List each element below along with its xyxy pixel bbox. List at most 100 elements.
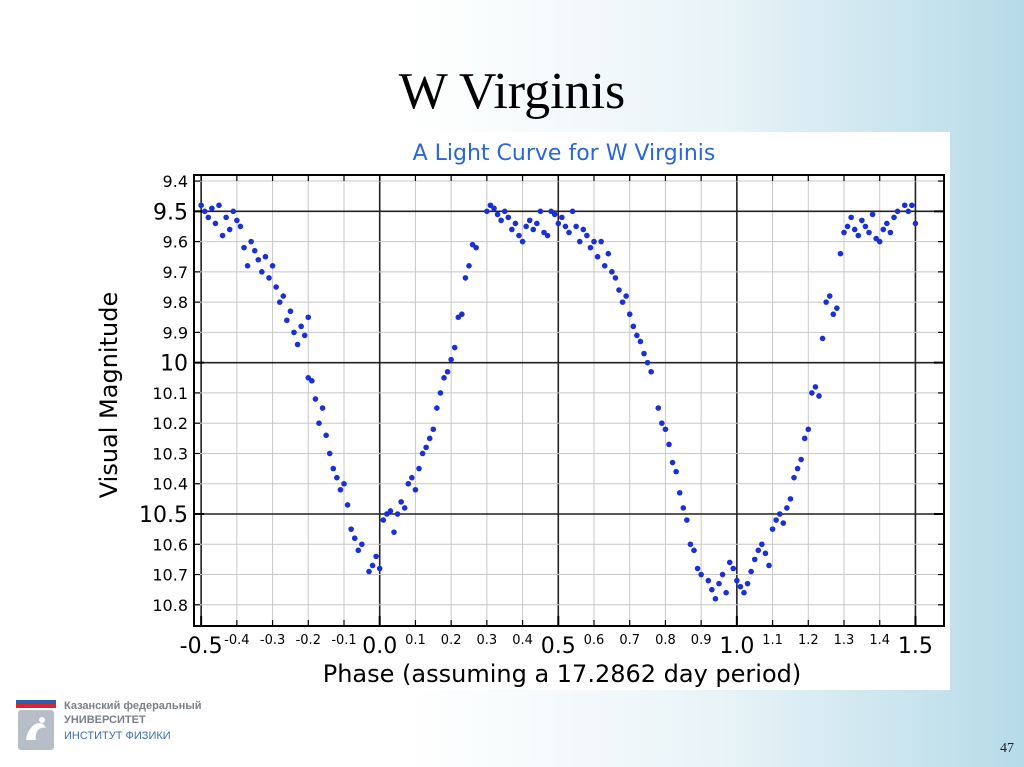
data-point	[401, 505, 408, 511]
data-point	[698, 571, 704, 578]
data-point	[266, 275, 272, 281]
data-point	[844, 223, 851, 230]
data-point	[280, 293, 287, 299]
data-point	[444, 368, 451, 375]
data-point	[855, 232, 862, 239]
y-tick-label: 10.1	[152, 384, 188, 403]
data-point	[244, 263, 251, 269]
data-point	[223, 214, 229, 221]
data-point	[398, 499, 404, 505]
data-point	[712, 595, 719, 602]
data-point	[248, 238, 254, 245]
data-point	[876, 238, 883, 245]
data-point	[269, 263, 276, 269]
data-point	[894, 208, 901, 215]
data-point	[798, 456, 804, 463]
data-point	[680, 505, 687, 511]
data-point	[416, 465, 422, 472]
data-point	[809, 390, 815, 396]
data-point	[719, 571, 726, 578]
data-point	[387, 508, 394, 514]
data-point	[805, 426, 812, 433]
data-point	[366, 568, 372, 575]
data-point	[241, 244, 247, 251]
data-point	[230, 208, 237, 215]
data-point	[573, 223, 579, 230]
data-point	[473, 244, 479, 251]
data-point	[355, 547, 362, 554]
data-point	[459, 311, 465, 318]
data-point	[662, 426, 669, 433]
y-major-tick-label: 9.5	[153, 200, 188, 225]
data-point	[551, 211, 558, 218]
data-point	[380, 517, 387, 523]
data-point	[534, 220, 540, 227]
data-point	[412, 486, 419, 493]
data-point	[848, 214, 854, 221]
data-point	[709, 586, 715, 593]
y-tick-label: 9.9	[163, 323, 188, 342]
data-point	[423, 444, 429, 451]
x-tick-label: 0.8	[655, 633, 676, 648]
data-point	[512, 220, 519, 227]
data-point	[901, 202, 908, 209]
data-point	[691, 547, 697, 554]
chart-title: A Light Curve for W Virginis	[413, 141, 716, 166]
data-point	[419, 450, 426, 457]
data-point	[291, 329, 297, 336]
data-point	[598, 238, 604, 245]
x-tick-label: 0.6	[584, 633, 605, 648]
data-point	[744, 580, 751, 587]
data-point	[762, 550, 769, 557]
y-major-tick-label: 10	[160, 352, 188, 377]
data-point	[448, 356, 454, 363]
data-point	[716, 580, 722, 587]
data-point	[659, 420, 665, 427]
data-point	[612, 275, 619, 281]
data-point	[576, 238, 583, 245]
data-point	[766, 562, 772, 569]
data-point	[198, 202, 204, 209]
data-point	[912, 220, 919, 227]
data-point	[498, 217, 504, 224]
data-point	[359, 541, 365, 548]
chart-ticks: -0.4 -0.3 -0.2 -0.1 0.1 0.2 0.3 0.4 0.6 0.7 0.8 0.9…	[139, 172, 944, 659]
data-point	[305, 314, 312, 321]
x-tick-label: -0.1	[331, 633, 356, 648]
data-point	[234, 217, 240, 224]
data-point	[273, 284, 279, 290]
y-tick-label: 10.2	[152, 414, 188, 433]
data-point	[726, 559, 733, 566]
x-tick-label: 1.1	[762, 633, 783, 648]
data-point	[544, 232, 551, 239]
y-tick-label: 9.8	[163, 293, 188, 312]
data-point	[326, 450, 333, 457]
data-point	[309, 378, 315, 384]
data-point	[237, 223, 244, 230]
data-point	[205, 214, 212, 221]
x-major-tick-label: 0.0	[362, 634, 397, 659]
data-point	[255, 256, 262, 263]
data-point	[737, 583, 744, 590]
data-point	[687, 541, 694, 548]
data-point	[591, 238, 597, 245]
x-major-tick-label: 0.5	[541, 634, 576, 659]
data-point	[509, 226, 515, 233]
data-point	[626, 311, 633, 318]
data-point	[816, 393, 822, 399]
plot-frame	[193, 174, 945, 627]
y-tick-label: 9.7	[163, 263, 188, 282]
data-point	[605, 250, 612, 257]
data-point	[619, 299, 626, 305]
data-point	[887, 229, 894, 236]
data-point	[201, 208, 208, 215]
data-point	[319, 405, 326, 411]
data-point	[841, 229, 847, 236]
data-point	[569, 208, 576, 215]
x-major-tick-label: 1.0	[719, 634, 754, 659]
x-tick-label: 1.3	[834, 633, 855, 648]
data-point	[523, 223, 529, 230]
data-point	[734, 577, 740, 584]
y-tick-label: 10.7	[152, 566, 188, 585]
data-point	[634, 332, 640, 339]
